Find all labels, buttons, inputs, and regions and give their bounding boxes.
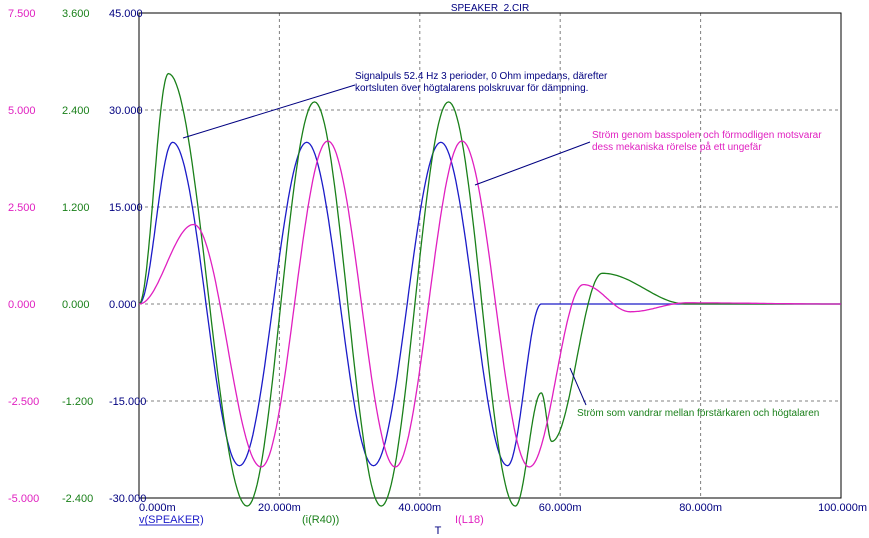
y-tick-label: -2.400 [62, 493, 93, 505]
y-tick-label: 45.000 [109, 8, 143, 20]
legend: v(SPEAKER) (i(R40)) I(L18) [139, 514, 484, 526]
y-tick-label: 0.000 [62, 299, 90, 311]
y-tick-label: 7.500 [8, 8, 36, 20]
y-tick-label: 15.000 [109, 202, 143, 214]
plot-frame [138, 12, 842, 499]
annotation-text: kortsluten över högtalarens polskruvar f… [355, 83, 588, 94]
y-tick-label: -2.500 [8, 396, 39, 408]
annotation-leader [569, 367, 587, 406]
y-tick-label: 1.200 [62, 202, 90, 214]
y-tick-label: 0.000 [8, 299, 36, 311]
annotation-text: Ström som vandrar mellan förstärkaren oc… [577, 408, 819, 419]
y-tick-label: 5.000 [8, 105, 36, 117]
y-tick-label: 2.500 [8, 202, 36, 214]
y-tick-label: -1.200 [62, 396, 93, 408]
y-tick-label: 2.400 [62, 105, 90, 117]
series-line [138, 72, 841, 507]
annotation-text: Signalpuls 52.4 Hz 3 perioder, 0 Ohm imp… [355, 71, 608, 82]
y-tick-label: -5.000 [8, 493, 39, 505]
x-tick-label: 80.000m [679, 502, 722, 514]
legend-entry: v(SPEAKER) [139, 514, 204, 526]
y-tick-label: -30.000 [109, 493, 146, 505]
y-tick-label: 0.000 [109, 299, 137, 311]
y-tick-label: 30.000 [109, 105, 143, 117]
annotation-text: dess mekaniska rörelse på ett ungefär [592, 141, 762, 153]
x-tick-label: 100.000m [818, 502, 867, 514]
series-line [138, 140, 841, 468]
annotation-text: Ström genom basspolen och förmodligen mo… [592, 130, 822, 141]
chart-title: SPEAKER_2.CIR [451, 3, 529, 14]
y-tick-label: -15.000 [109, 396, 146, 408]
x-tick-label: 0.000m [139, 502, 176, 514]
x-axis-label: T [435, 525, 442, 537]
x-tick-label: 40.000m [398, 502, 441, 514]
annotation-leader [182, 84, 356, 139]
y-tick-label: 3.600 [62, 8, 90, 20]
x-tick-label: 20.000m [258, 502, 301, 514]
legend-entry: I(L18) [455, 514, 484, 526]
series-group [138, 72, 841, 507]
x-tick-label: 60.000m [539, 502, 582, 514]
legend-entry: (i(R40)) [302, 514, 339, 526]
annotation-leader [474, 141, 591, 186]
series-line [138, 141, 841, 467]
tick-labels: 7.500 5.000 2.500 0.000 -2.500 -5.000 3.600 2.4… [8, 8, 867, 514]
annotations: Signalpuls 52.4 Hz 3 perioder, 0 Ohm imp… [182, 71, 822, 419]
